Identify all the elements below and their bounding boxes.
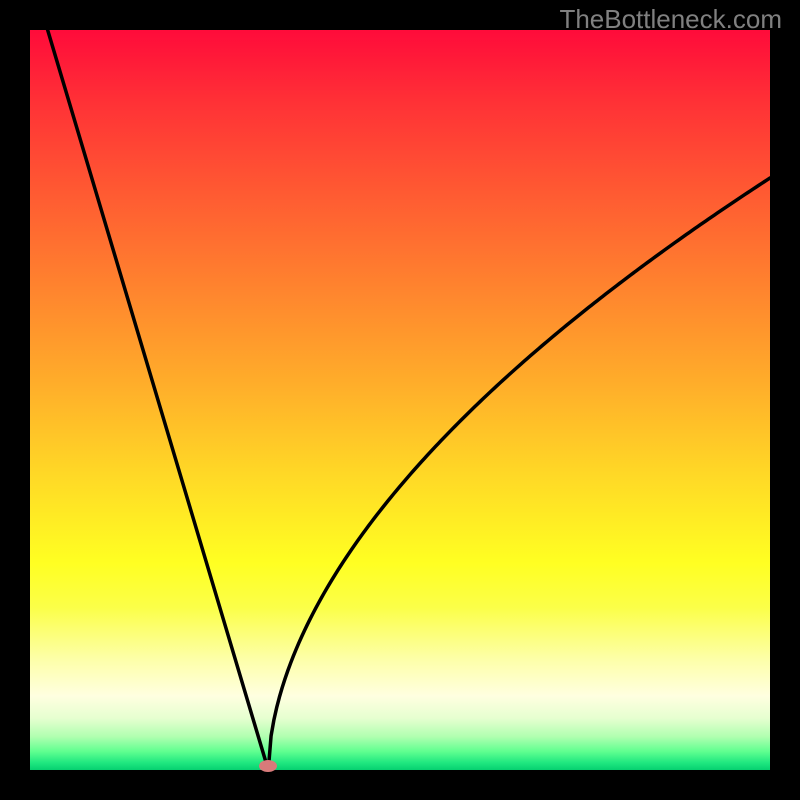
gradient-background bbox=[30, 30, 770, 770]
plot-svg bbox=[0, 0, 800, 800]
watermark-text: TheBottleneck.com bbox=[559, 4, 782, 35]
chart-canvas: TheBottleneck.com bbox=[0, 0, 800, 800]
optimal-point-marker bbox=[259, 760, 277, 772]
